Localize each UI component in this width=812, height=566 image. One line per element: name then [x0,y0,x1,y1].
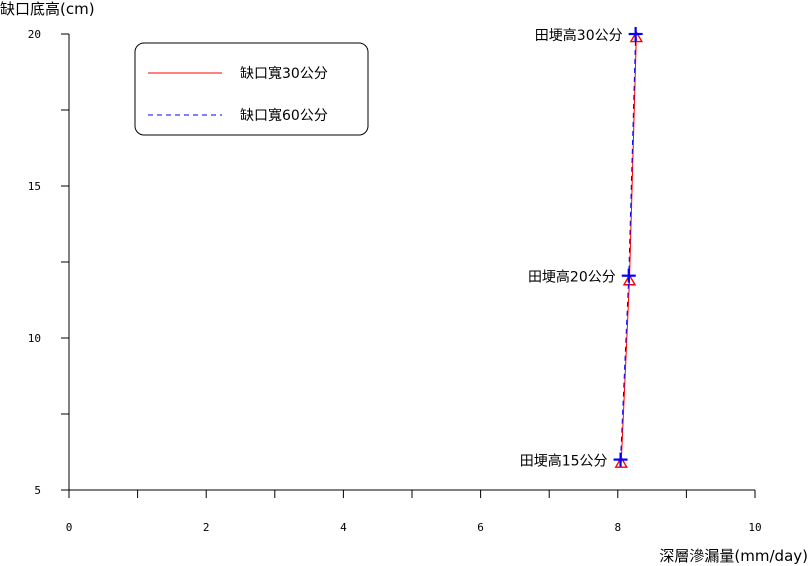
series-line-1 [620,37,637,463]
data-point-plus [621,268,636,283]
y-axis-title: 缺口底高(cm) [0,0,95,18]
x-tick-label: 2 [203,521,210,534]
x-tick-label: 4 [340,521,347,534]
y-tick-label: 5 [34,484,41,497]
data-point-triangle [629,30,644,43]
point-annotations: 田埂高15公分 田埂高20公分 田埂高30公分 [520,27,623,470]
legend: 缺口寬30公分 缺口寬60公分 [134,42,369,136]
data-point-plus [628,27,643,41]
y-tick-label: 15 [28,180,41,193]
legend-box [134,42,369,136]
axis-ticks [61,33,756,498]
data-point-triangle [622,273,637,286]
x-axis-title: 深層滲漏量(mm/day) [659,547,808,565]
series-line-2 [620,33,637,460]
y-tick-label: 10 [28,332,41,345]
x-tick-label: 6 [477,521,484,534]
x-tick-label: 8 [614,521,621,534]
point-annotation: 田埂高30公分 [535,27,623,44]
data-point-plus [613,452,628,467]
legend-label-series-2: 缺口寬60公分 [240,107,328,124]
x-tick-label: 10 [748,521,761,534]
point-annotation: 田埂高20公分 [528,269,616,286]
legend-label-series-1: 缺口寬30公分 [240,65,328,82]
data-point-triangle [614,456,628,468]
x-tick-label: 0 [66,521,73,534]
y-tick-label: 20 [28,28,41,41]
point-annotation: 田埂高15公分 [520,453,608,470]
axis-tick-labels: 0 2 4 6 8 10 5 10 15 20 [28,28,762,534]
data-series [613,27,644,468]
